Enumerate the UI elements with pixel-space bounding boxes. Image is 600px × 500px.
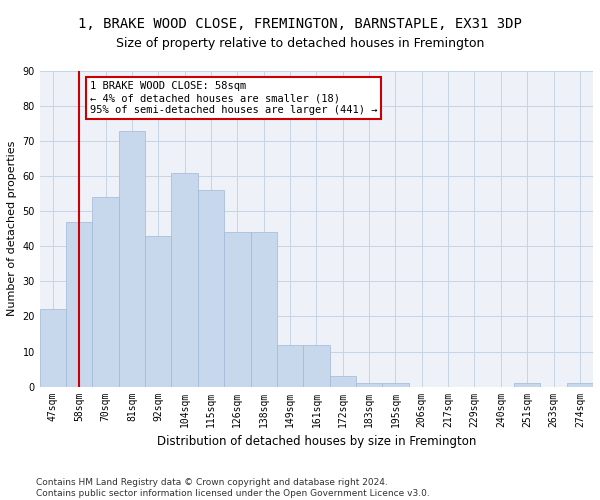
- Bar: [329, 376, 356, 386]
- Text: 1, BRAKE WOOD CLOSE, FREMINGTON, BARNSTAPLE, EX31 3DP: 1, BRAKE WOOD CLOSE, FREMINGTON, BARNSTA…: [78, 18, 522, 32]
- Bar: [172, 172, 198, 386]
- Bar: [514, 383, 541, 386]
- Bar: [567, 383, 593, 386]
- Bar: [145, 236, 172, 386]
- Bar: [251, 232, 277, 386]
- Text: 1 BRAKE WOOD CLOSE: 58sqm
← 4% of detached houses are smaller (18)
95% of semi-d: 1 BRAKE WOOD CLOSE: 58sqm ← 4% of detach…: [90, 82, 377, 114]
- Bar: [277, 344, 303, 387]
- Y-axis label: Number of detached properties: Number of detached properties: [7, 141, 17, 316]
- Text: Contains HM Land Registry data © Crown copyright and database right 2024.
Contai: Contains HM Land Registry data © Crown c…: [36, 478, 430, 498]
- Text: Size of property relative to detached houses in Fremington: Size of property relative to detached ho…: [116, 38, 484, 51]
- Bar: [40, 310, 66, 386]
- Bar: [224, 232, 251, 386]
- Bar: [119, 130, 145, 386]
- Bar: [382, 383, 409, 386]
- Bar: [92, 197, 119, 386]
- X-axis label: Distribution of detached houses by size in Fremington: Distribution of detached houses by size …: [157, 435, 476, 448]
- Bar: [303, 344, 329, 387]
- Bar: [66, 222, 92, 386]
- Bar: [356, 383, 382, 386]
- Bar: [198, 190, 224, 386]
